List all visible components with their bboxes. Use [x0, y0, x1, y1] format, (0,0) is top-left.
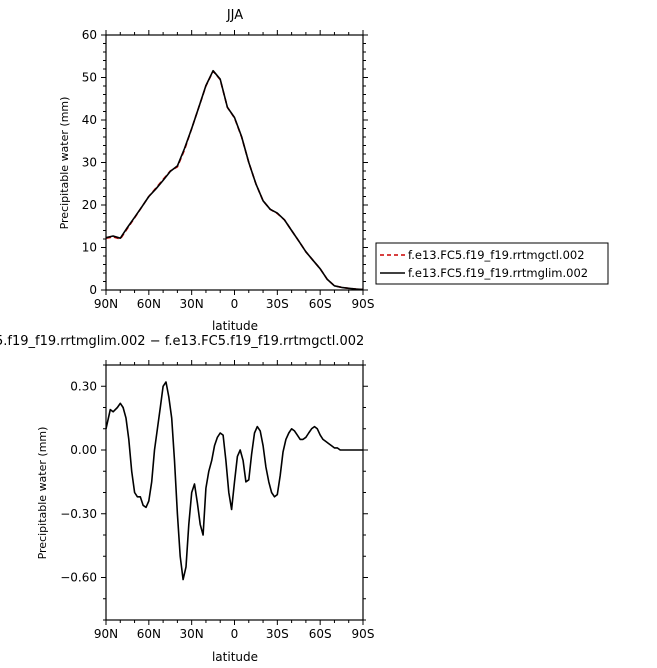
- series-line-0: [105, 70, 364, 291]
- y-tick-label: 0.30: [70, 379, 97, 393]
- top-chart-frame: [105, 34, 364, 291]
- y-tick-label: 10: [82, 241, 97, 255]
- top-chart-ylabel: Precipitable water (mm): [58, 97, 71, 230]
- bottom-chart-ylabel: Precipitable water (mm): [36, 427, 49, 560]
- bottom-chart-frame: [105, 364, 364, 621]
- bottom-chart-lines: [105, 381, 363, 581]
- y-tick-label: 0.00: [70, 443, 97, 457]
- x-tick-label: 90S: [352, 627, 375, 641]
- y-tick-label: −0.30: [60, 507, 97, 521]
- top-chart-xlabel: latitude: [212, 319, 258, 333]
- x-tick-label: 60S: [309, 297, 332, 311]
- x-tick-label: 30N: [180, 297, 204, 311]
- x-tick-label: 90N: [94, 627, 118, 641]
- x-tick-label: 30N: [180, 627, 204, 641]
- top-chart-panel: JJA Precipitable water (mm) latitude 90N…: [58, 8, 609, 333]
- y-tick-label: 60: [82, 28, 97, 42]
- x-tick-label: 0: [231, 297, 239, 311]
- y-tick-label: 40: [82, 113, 97, 127]
- series-line-0: [105, 381, 363, 581]
- bottom-chart-title: f.e13.FC5.f19_f19.rrtmglim.002 − f.e13.F…: [0, 334, 364, 349]
- x-tick-label: 30S: [266, 297, 289, 311]
- bottom-chart-xlabel: latitude: [212, 650, 258, 664]
- legend: f.e13.FC5.f19_f19.rrtmgctl.002 f.e13.FC5…: [375, 242, 609, 285]
- top-chart-ticks: 90N 60N 30N 0 30S 60S 90S 0 10 20 30 40 50 60: [82, 28, 375, 311]
- y-tick-label: 20: [82, 198, 97, 212]
- legend-label-series-0: f.e13.FC5.f19_f19.rrtmgctl.002: [408, 248, 585, 262]
- x-tick-label: 30S: [266, 627, 289, 641]
- bottom-chart-panel: f.e13.FC5.f19_f19.rrtmglim.002 − f.e13.F…: [0, 334, 374, 664]
- y-tick-label: 50: [82, 71, 97, 85]
- top-chart-lines: [105, 69, 364, 291]
- bottom-chart-ticks: 90N 60N 30N 0 30S 60S 90S 0.30 0.00 −0.30 −0.60: [60, 360, 374, 641]
- x-tick-label: 90N: [94, 297, 118, 311]
- series-line-1: [105, 69, 364, 291]
- x-tick-label: 90S: [352, 297, 375, 311]
- x-tick-label: 60N: [137, 627, 161, 641]
- x-tick-label: 60S: [309, 627, 332, 641]
- x-tick-label: 60N: [137, 297, 161, 311]
- legend-box: [375, 242, 609, 285]
- y-tick-label: −0.60: [60, 571, 97, 585]
- y-tick-label: 0: [89, 283, 97, 297]
- y-tick-label: 30: [82, 156, 97, 170]
- legend-label-series-1: f.e13.FC5.f19_f19.rrtmglim.002: [408, 266, 588, 280]
- top-chart-title: JJA: [226, 8, 243, 23]
- x-tick-label: 0: [231, 627, 239, 641]
